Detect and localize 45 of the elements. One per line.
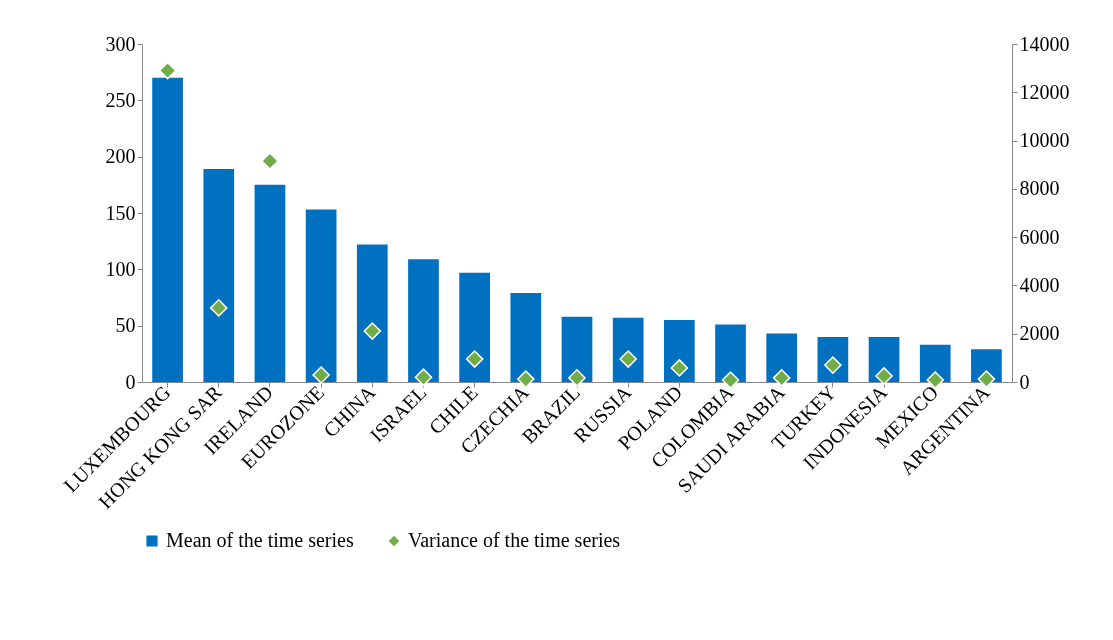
bar — [203, 169, 235, 382]
y-tick-label: 100 — [105, 257, 136, 280]
y-tick-label: 300 — [105, 32, 136, 55]
legend-label: Mean of the time series — [166, 529, 354, 551]
bar — [715, 324, 746, 382]
bar — [612, 317, 644, 382]
bar — [510, 292, 542, 382]
y-tick-label: 150 — [105, 201, 136, 224]
point — [465, 350, 484, 368]
point — [158, 61, 177, 80]
y2-tick-label: 14000 — [1019, 32, 1070, 55]
y2-tick-label: 10000 — [1019, 129, 1070, 152]
y2-tick-label: 4000 — [1019, 273, 1060, 296]
bar — [356, 244, 388, 382]
bar — [408, 259, 439, 382]
y-tick-label: 250 — [105, 88, 136, 111]
point — [721, 371, 740, 389]
y2-tick-label: 2000 — [1019, 322, 1060, 345]
y2-tick-label: 6000 — [1019, 225, 1060, 248]
bar — [766, 333, 798, 382]
point — [875, 367, 893, 385]
point — [619, 350, 637, 368]
point — [209, 299, 228, 317]
point — [568, 369, 586, 387]
bar — [664, 320, 695, 382]
point — [414, 368, 433, 386]
point — [926, 371, 945, 389]
y2-tick-label: 12000 — [1019, 80, 1070, 103]
point — [363, 322, 382, 340]
legend-label: Variance of the time series — [408, 529, 621, 551]
y-tick-label: 200 — [105, 145, 136, 168]
y-tick-label: 50 — [115, 314, 136, 337]
y2-tick-label: 8000 — [1019, 177, 1060, 200]
point — [517, 370, 535, 388]
bar — [152, 77, 183, 382]
bar — [254, 184, 286, 382]
point — [977, 370, 996, 388]
bar — [459, 272, 490, 382]
bar — [919, 344, 951, 382]
y2-tick-label: 0 — [1019, 370, 1030, 393]
point — [261, 152, 279, 170]
bar — [305, 209, 337, 382]
bar — [561, 316, 593, 382]
point — [670, 359, 689, 377]
point — [312, 366, 330, 384]
